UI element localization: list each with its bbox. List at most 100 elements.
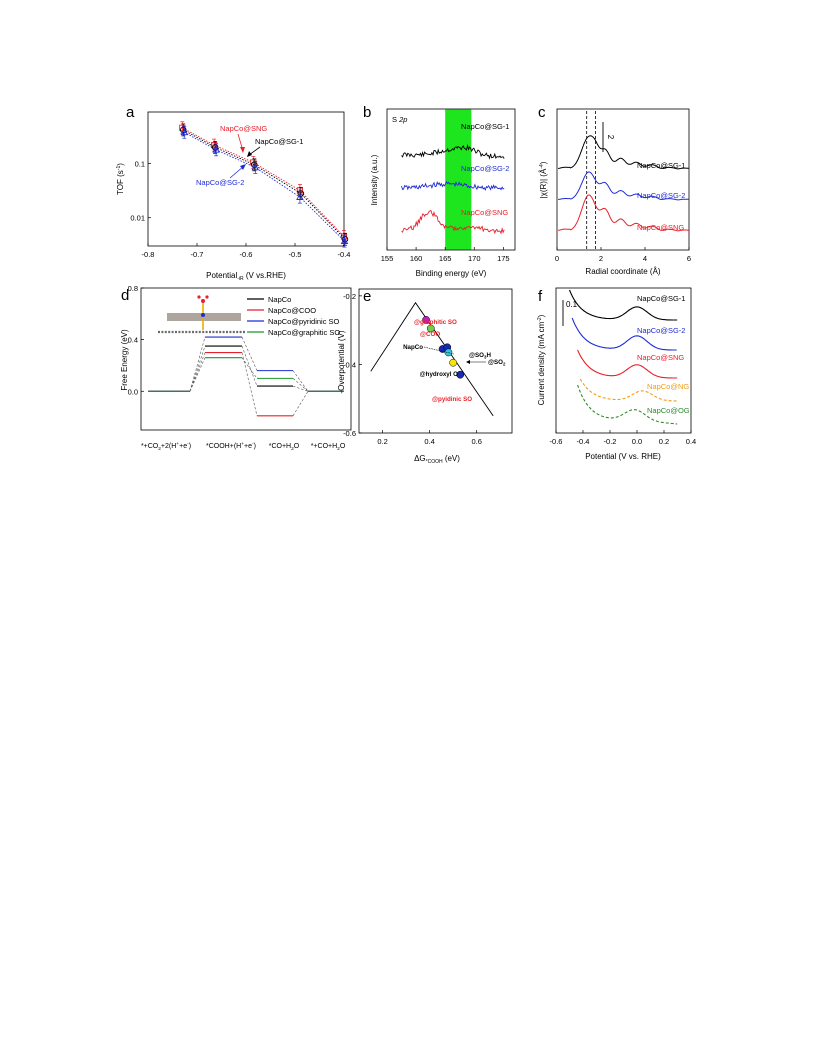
panel-a-ylabel: TOF (s-1) — [116, 163, 125, 195]
panel-e-ytick-label: -0.4 — [343, 360, 356, 369]
panel-d-ylabel: Free Energy (eV) — [120, 329, 129, 391]
panel-e-label-2: NapCo — [403, 344, 423, 351]
panel-c-dashed-lines — [586, 111, 596, 250]
panel-b-frame — [386, 108, 516, 251]
panel-b-line-2 — [401, 209, 505, 235]
panel-e-letter: e — [363, 288, 371, 305]
panel-f-axes: -0.6 -0.4 -0.2 0.0 0.2 0.4 — [550, 430, 696, 446]
panel-d-connector — [292, 370, 309, 392]
panel-e-point-5 — [449, 358, 458, 367]
panel-e: e 0.2 0.4 0.6 -0.2 -0.4 -0.6 @graphitic SO @CO… — [337, 288, 513, 465]
panel-b-series — [401, 143, 505, 235]
panel-c-line-1 — [558, 171, 689, 201]
panel-d-connector — [292, 391, 309, 416]
panel-f-label-sg2: NapCo@SG-2 — [637, 326, 685, 335]
panel-a-axes: -0.8 -0.7 -0.6 -0.5 -0.4 0.01 0.1 — [130, 160, 350, 259]
panel-f-xtick-label: -0.4 — [577, 437, 590, 446]
panel-d-legend: NapCo NapCo@COO NapCo@pyridinic SO NapCo… — [247, 295, 340, 337]
panel-b-highlight-band — [445, 109, 472, 250]
panel-f-line-3 — [579, 378, 677, 402]
cobalt-atom — [201, 313, 205, 317]
legend-label-graphitic: NapCo@graphitic SO — [268, 328, 340, 337]
panel-d-connector — [241, 352, 258, 416]
panel-b-label-sg1: NapCo@SG-1 — [461, 122, 509, 131]
panel-a-ytick-label: 0.01 — [130, 214, 145, 223]
panel-d-connector — [189, 345, 206, 392]
panel-b: b 155 160 165 170 175 S 2p NapCo@SG-1 NapCo@… — [363, 104, 516, 278]
panel-e-point-0 — [422, 316, 430, 324]
legend-label-pyridinic: NapCo@pyridinic SO — [268, 317, 340, 326]
panel-d-letter: d — [121, 287, 129, 304]
panel-a-marker — [251, 161, 258, 169]
panel-b-xtick-label: 170 — [468, 254, 481, 263]
panel-e-xtick-label: 0.4 — [424, 437, 434, 446]
panel-b-xtick-label: 155 — [381, 254, 394, 263]
panel-a-marker — [296, 192, 304, 200]
panel-c-label-sg1: NapCo@SG-1 — [637, 161, 685, 170]
panel-f-frame — [555, 287, 692, 434]
panel-d-connector — [189, 336, 206, 392]
panel-d-connector — [189, 352, 206, 392]
graphene-sheet-top — [167, 313, 241, 321]
panel-b-line-0 — [401, 143, 505, 160]
panel-e-label-6: @pyidinic SO — [432, 396, 472, 403]
panel-d-connector — [241, 336, 258, 371]
panel-f-label-og: NapCo@OG — [647, 406, 690, 415]
panel-c-xtick-label: 0 — [555, 254, 559, 263]
panel-d-category-2: *CO+H2O — [269, 443, 300, 452]
panel-e-label-1: @COO — [420, 331, 440, 338]
panel-c-ylabel: |χ(R)| (Å-4) — [539, 161, 548, 198]
panel-b-label-sg2: NapCo@SG-2 — [461, 164, 509, 173]
panel-d-category-1: *COOH+(H++e-) — [206, 442, 256, 450]
panel-e-point-1 — [426, 324, 435, 333]
panel-f-xtick-label: -0.6 — [550, 437, 563, 446]
panel-a-annotation-sg2: NapCo@SG-2 — [196, 178, 244, 187]
panel-e-xtick-label: 0.2 — [377, 437, 387, 446]
panel-c-line-2 — [558, 194, 689, 232]
panel-e-frame — [358, 288, 513, 434]
panel-d-category-3: *+CO+H2O — [311, 443, 346, 452]
panel-d-ytick-label: 0.4 — [128, 336, 138, 345]
panel-f-xlabel: Potential (V vs. RHE) — [585, 452, 661, 461]
panel-a-arrowhead-sng — [240, 147, 245, 153]
panel-e-leader-head — [466, 360, 470, 364]
oxygen-atom — [197, 295, 201, 299]
panel-e-xtick-label: 0.6 — [471, 437, 481, 446]
panel-a-xlabel: Potential-iR (V vs.RHE) — [206, 271, 286, 282]
panel-a-marker — [212, 145, 220, 153]
panel-e-point-labels: @graphitic SO @COO NapCo @SO3H@SO2 @hydroxyl… — [403, 319, 506, 403]
panel-f-xtick-label: 0.4 — [686, 437, 696, 446]
panel-a-xtick-label: -0.4 — [338, 250, 351, 259]
panel-c-line-0 — [558, 135, 689, 170]
panel-c-xtick-label: 6 — [687, 254, 691, 263]
panel-c-series — [558, 135, 689, 232]
panel-a-marker — [180, 126, 187, 134]
panel-e-ylabel: -Overpotential (V) — [337, 330, 346, 393]
panel-d-axes: 0.0 0.4 0.8 — [128, 284, 144, 396]
panel-f-label-ng: NapCo@NG — [647, 382, 689, 391]
panel-a-arrowhead-sg2 — [240, 164, 246, 170]
panel-a-marker — [251, 163, 260, 171]
panel-d-ytick-label: 0.8 — [128, 284, 138, 293]
panel-a-series — [179, 121, 349, 248]
panel-a-arrowhead-sg1 — [247, 151, 252, 157]
panel-e-leader — [423, 346, 455, 355]
panel-f-label-sg1: NapCo@SG-1 — [637, 294, 685, 303]
panel-a-ytick-label: 0.1 — [135, 160, 145, 169]
panel-f-line-2 — [577, 349, 678, 379]
oxygen-atom — [205, 295, 209, 299]
panel-c-letter: c — [538, 104, 546, 121]
panel-b-label-sng: NapCo@SNG — [461, 208, 508, 217]
panel-f: f -0.6 -0.4 -0.2 0.0 0.2 0.4 0.1 NapCo@SG-1 N… — [537, 287, 696, 461]
panel-e-label-5: @hydroxyl O — [420, 371, 459, 378]
panel-f-series — [568, 289, 678, 425]
panel-b-xlabel: Binding energy (eV) — [416, 269, 487, 278]
panel-a-marker — [340, 236, 349, 244]
panel-e-ytick-label: -0.6 — [343, 429, 356, 438]
panel-d-connector — [189, 357, 206, 392]
panel-d-connector — [292, 378, 309, 392]
panel-a-annotation-sng: NapCo@SNG — [220, 124, 267, 133]
panel-e-label-4: @SO2 — [488, 359, 506, 367]
panel-a-annotation-sg1: NapCo@SG-1 — [255, 137, 303, 146]
panel-a-xtick-label: -0.6 — [240, 250, 253, 259]
